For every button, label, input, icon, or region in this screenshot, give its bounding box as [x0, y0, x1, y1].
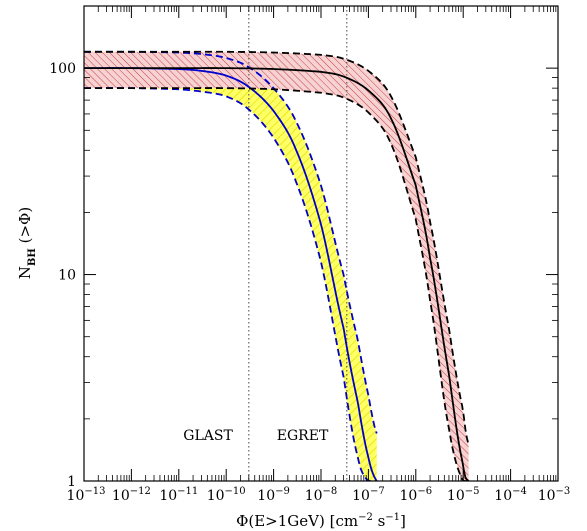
series-1-lower: [84, 87, 469, 481]
x-tick-label: 10−4: [494, 486, 527, 504]
threshold-lines: GLAST EGRET: [183, 6, 348, 481]
axis-ticks: [83, 5, 559, 482]
x-tick-label: 10−3: [538, 486, 571, 504]
y-tick-label: 10: [58, 268, 76, 284]
threshold-label-glast: GLAST: [183, 428, 233, 444]
x-tick-label: 10−11: [159, 486, 198, 504]
uncertainty-bands: [84, 51, 469, 481]
plot-frame: [83, 5, 559, 482]
x-tick-label: 10−8: [305, 486, 338, 504]
x-tick-label: 10−6: [400, 486, 433, 504]
x-tick-label: 10−12: [112, 486, 151, 504]
series-lines: [84, 50, 470, 481]
y-axis-label: NBH (>Φ): [16, 207, 38, 279]
x-tick-label: 10−7: [352, 486, 385, 504]
x-tick-labels: 10−13 10−12 10−11 10−10 10−9 10−8 10−7 10−6 10−5…: [67, 486, 571, 504]
threshold-label-egret: EGRET: [277, 428, 329, 444]
x-tick-label: 10−5: [447, 486, 480, 504]
series-0-band: [84, 51, 377, 481]
x-tick-label: 10−10: [207, 486, 246, 504]
series-0-line: [84, 67, 378, 481]
x-tick-label: 10−9: [257, 486, 290, 504]
x-tick-label: 10−13: [67, 486, 106, 504]
series-1-line: [84, 67, 470, 481]
x-axis-label: Φ(E>1GeV) [cm−2 s−1]: [236, 512, 406, 530]
series-1-upper: [84, 50, 470, 445]
y-tick-labels: 1 10 100: [49, 61, 76, 490]
y-tick-label: 100: [49, 61, 76, 77]
y-tick-label: 1: [67, 474, 76, 490]
